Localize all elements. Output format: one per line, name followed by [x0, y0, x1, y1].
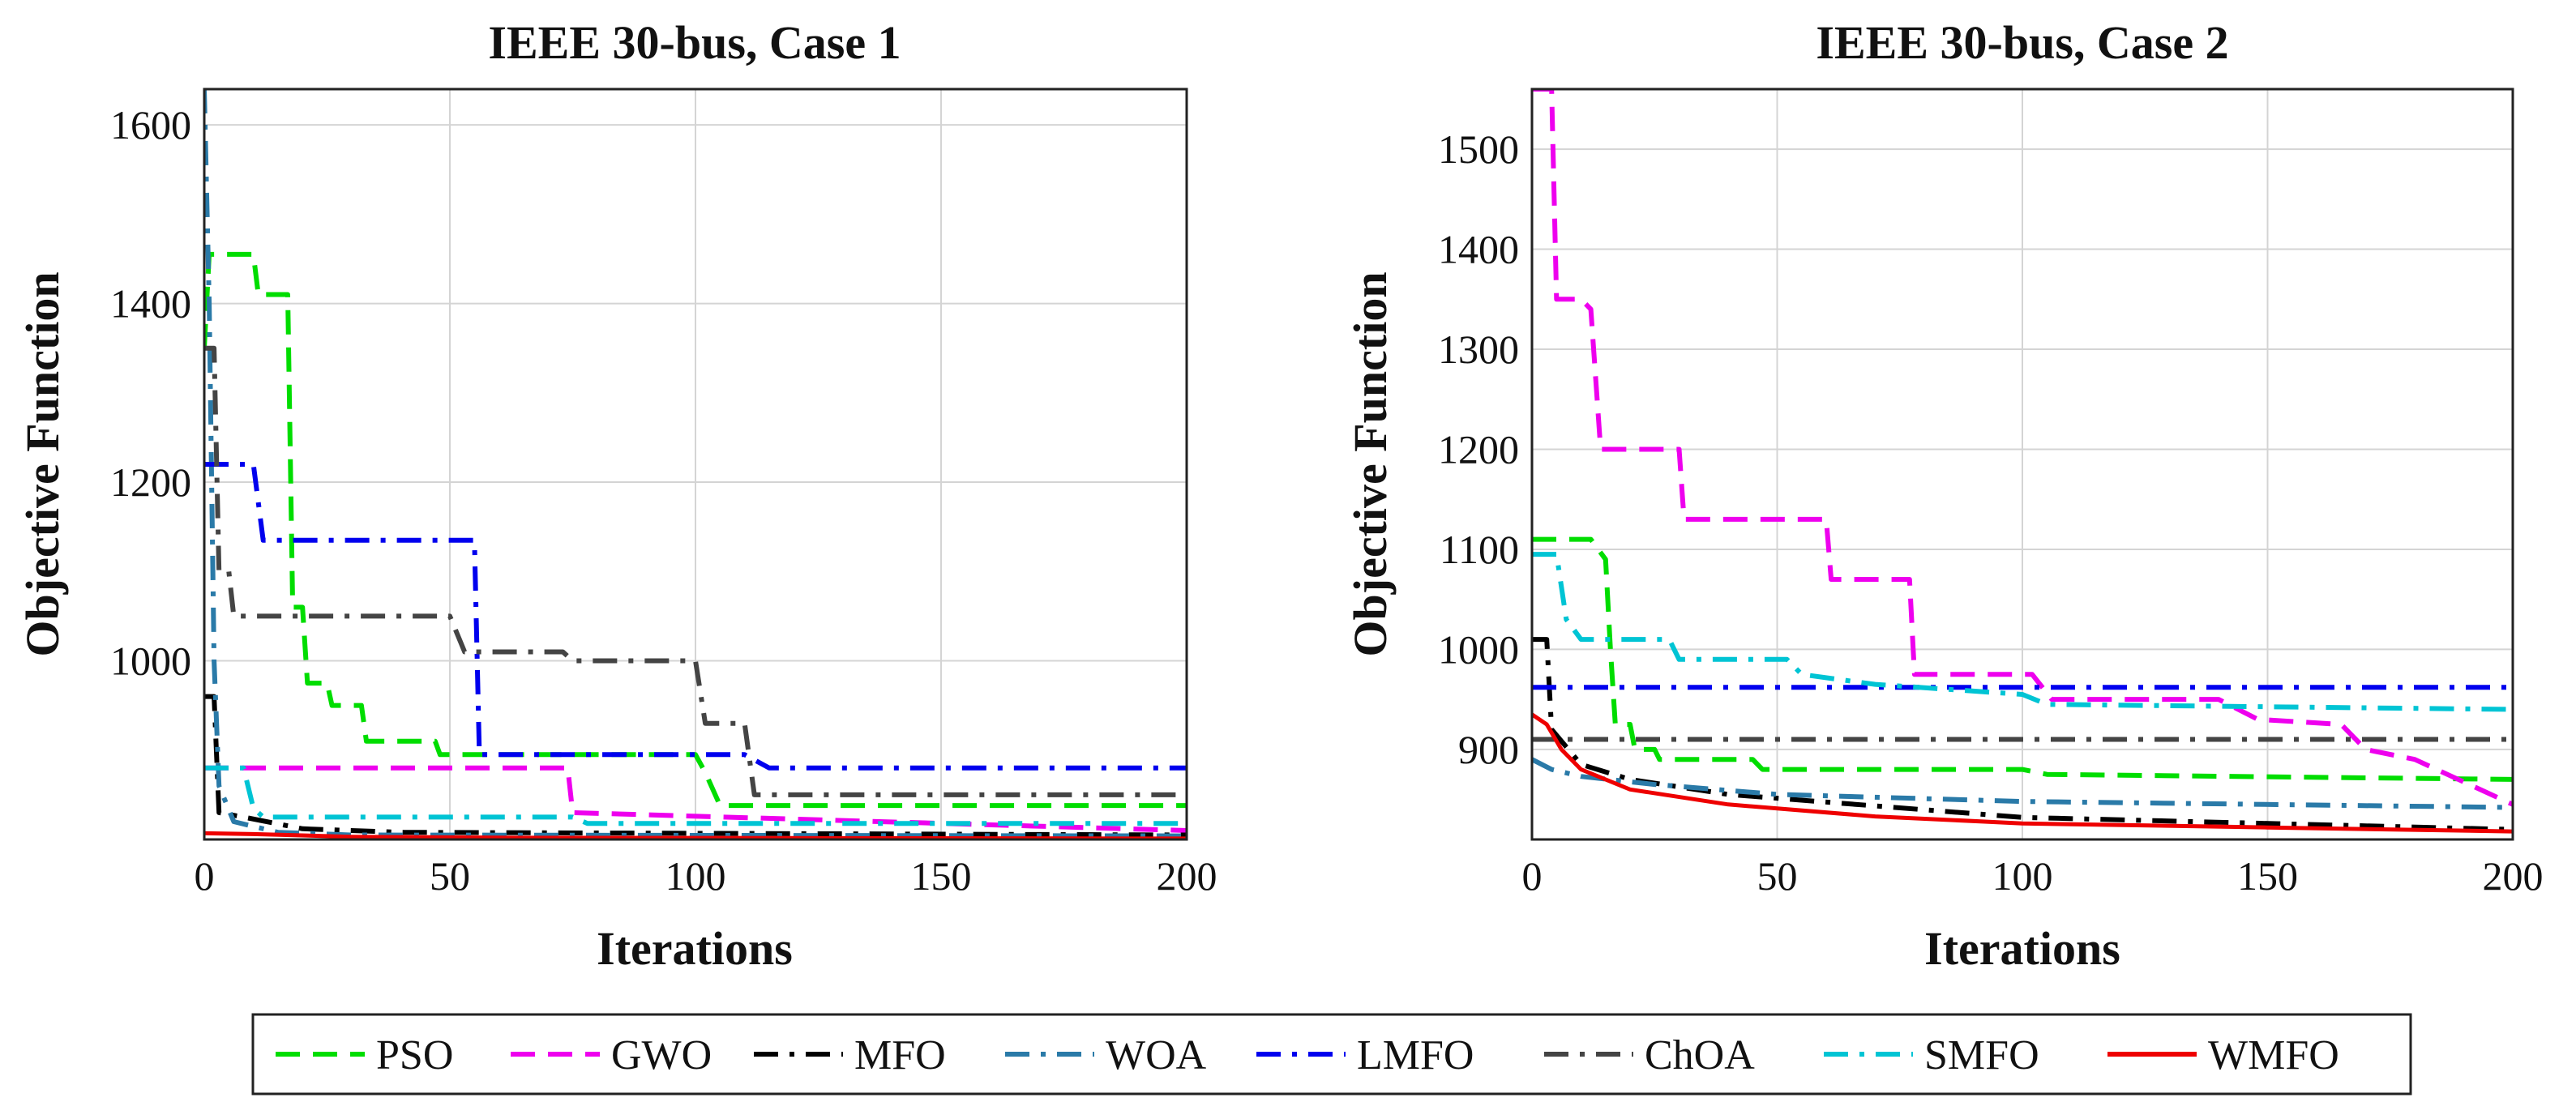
series-line-pso — [204, 251, 1187, 809]
y-tick-label: 1000 — [1438, 626, 1519, 672]
legend-label-gwo: GWO — [611, 1032, 712, 1078]
series-line-woa — [1532, 757, 2513, 810]
legend-label-lmfo: LMFO — [1357, 1032, 1474, 1078]
y-tick-label: 1200 — [110, 459, 191, 505]
x-tick-label: 150 — [2237, 853, 2298, 899]
series-line-wmfo — [204, 831, 1187, 839]
series-line-pso — [1532, 536, 2513, 782]
series-line-wmfo — [1532, 712, 2513, 834]
x-tick-label: 200 — [2483, 853, 2544, 899]
legend-label-smfo: SMFO — [1924, 1032, 2039, 1078]
chart-panel-case-2: IEEE 30-bus, Case 2 0 50 100 150 200 900 1000 1… — [1344, 16, 2544, 975]
x-tick-label: 50 — [1757, 853, 1798, 899]
chart-title: IEEE 30-bus, Case 1 — [488, 16, 901, 69]
y-tick-label: 1400 — [110, 281, 191, 327]
y-axis-label: Objective Function — [1344, 271, 1397, 656]
plot-frame — [1530, 88, 2514, 841]
plot-frame — [203, 88, 1188, 841]
y-tick-label: 1200 — [1438, 426, 1519, 472]
series-line-lmfo — [204, 462, 1187, 771]
x-tick-label: 0 — [195, 853, 215, 899]
legend: PSO GWO MFO WOA LMFO ChOA SMFO WMFO — [251, 1013, 2412, 1096]
series-line-smfo — [1532, 552, 2513, 712]
x-tick-label: 150 — [911, 853, 972, 899]
series-line-gwo — [1532, 89, 2513, 807]
legend-label-pso: PSO — [376, 1032, 453, 1078]
y-tick-label: 900 — [1458, 727, 1519, 772]
y-axis-label: Objective Function — [16, 271, 69, 656]
x-tick-label: 50 — [430, 853, 470, 899]
y-tick-label: 1500 — [1438, 126, 1519, 172]
y-tick-label: 1000 — [110, 639, 191, 684]
series-line-choa — [204, 345, 1187, 797]
legend-label-woa: WOA — [1106, 1032, 1207, 1078]
legend-label-choa: ChOA — [1645, 1032, 1755, 1078]
y-tick-label: 1400 — [1438, 227, 1519, 272]
x-axis-label: Iterations — [597, 922, 793, 975]
y-tick-label: 1600 — [110, 102, 191, 147]
chart-panel-case-1: IEEE 30-bus, Case 1 0 50 100 150 200 1000 1200… — [16, 16, 1217, 975]
legend-label-wmfo: WMFO — [2208, 1032, 2339, 1078]
x-tick-label: 200 — [1157, 853, 1217, 899]
series-line-mfo — [1532, 637, 2513, 832]
y-tick-label: 1100 — [1440, 527, 1519, 572]
series-line-smfo — [204, 765, 1187, 826]
x-tick-label: 0 — [1522, 853, 1543, 899]
x-axis-label: Iterations — [1924, 922, 2120, 975]
chart-title: IEEE 30-bus, Case 2 — [1816, 16, 2228, 69]
legend-label-mfo: MFO — [854, 1032, 946, 1078]
x-tick-label: 100 — [665, 853, 726, 899]
x-tick-label: 100 — [1992, 853, 2053, 899]
y-tick-label: 1300 — [1438, 327, 1519, 372]
